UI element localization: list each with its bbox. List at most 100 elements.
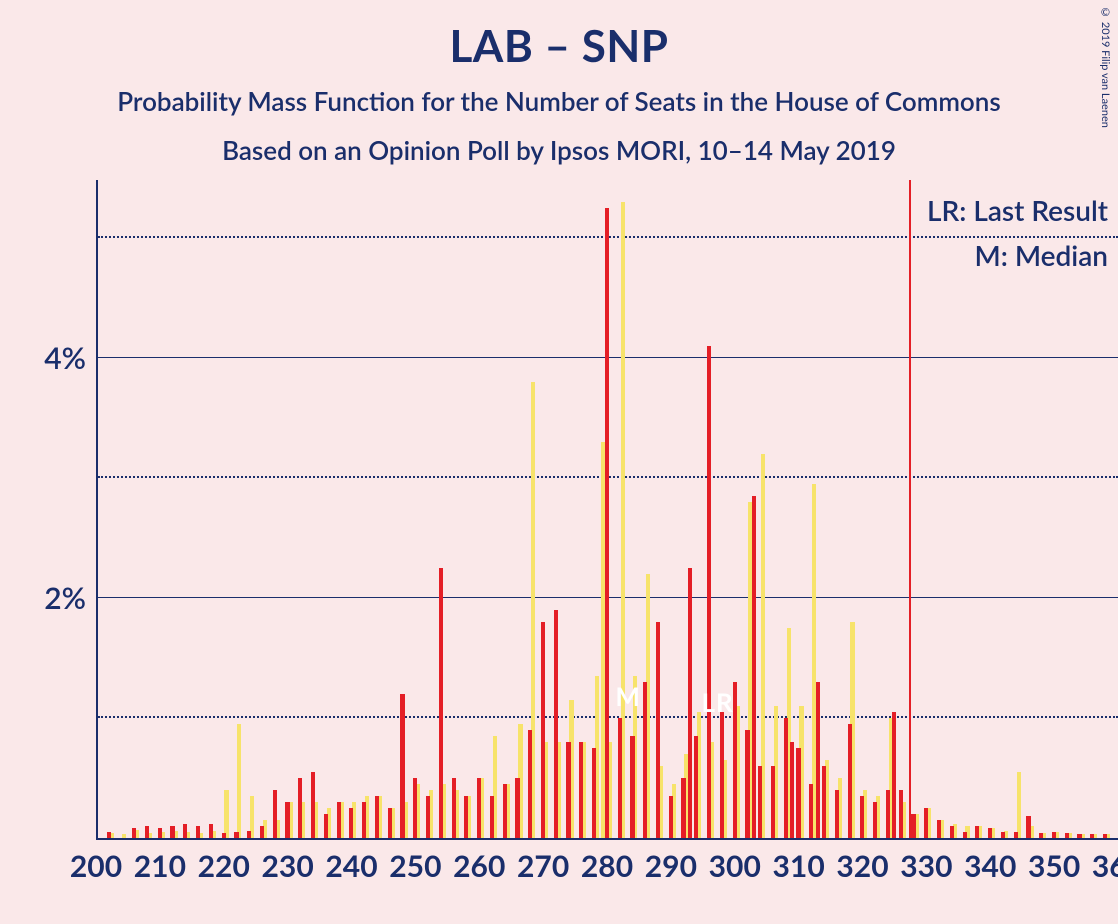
- bar-front: [285, 802, 289, 838]
- bar-front: [515, 778, 519, 838]
- bar-front: [183, 824, 187, 838]
- bar-front: [132, 828, 136, 838]
- copyright-text: © 2019 Filip van Laenen: [1099, 6, 1112, 128]
- bar-front: [452, 778, 456, 838]
- bar-front: [413, 778, 417, 838]
- title-block: LAB – SNP Probability Mass Function for …: [0, 0, 1118, 170]
- bar-front: [298, 778, 302, 838]
- bar-front: [107, 832, 111, 838]
- bar-front: [790, 742, 794, 838]
- bar-front: [234, 832, 238, 838]
- x-tick-label: 270: [517, 848, 569, 884]
- bar-front: [720, 712, 724, 838]
- bar-front: [816, 682, 820, 838]
- x-tick-label: 200: [70, 848, 122, 884]
- bar-front: [490, 796, 494, 838]
- y-tick-label: 4%: [44, 340, 86, 376]
- x-axis-labels: 2002102202302402502602702802903003103203…: [96, 848, 1118, 898]
- bar-back: [224, 790, 228, 838]
- bar-front: [311, 772, 315, 838]
- x-tick-label: 290: [645, 848, 697, 884]
- bar-front: [809, 784, 813, 838]
- bar-front: [899, 790, 903, 838]
- bar-front: [528, 730, 532, 838]
- x-tick-label: 260: [453, 848, 505, 884]
- bar-front: [630, 736, 634, 838]
- bar-front: [1077, 834, 1081, 838]
- bar-front: [975, 826, 979, 838]
- chart-subtitle-line1: Probability Mass Function for the Number…: [0, 82, 1118, 121]
- plot-area: LR: Last Result M: Median 2%4%MLR: [96, 180, 1118, 840]
- x-tick-label: 240: [325, 848, 377, 884]
- bar-front: [745, 730, 749, 838]
- bar-front: [554, 610, 558, 838]
- bar-front: [796, 748, 800, 838]
- median-annotation: M: [615, 680, 641, 712]
- bar-front: [222, 833, 226, 838]
- bar-front: [145, 826, 149, 838]
- bar-front: [1052, 832, 1056, 838]
- bar-front: [963, 832, 967, 838]
- bar-front: [375, 796, 379, 838]
- bar-front: [873, 802, 877, 838]
- x-tick-label: 220: [198, 848, 250, 884]
- bar-front: [758, 766, 762, 838]
- bars: [98, 180, 1118, 838]
- bar-front: [1090, 834, 1094, 838]
- bar-front: [1026, 816, 1030, 838]
- bar-front: [771, 766, 775, 838]
- bar-front: [541, 622, 545, 838]
- x-tick-label: 340: [964, 848, 1016, 884]
- bar-front: [362, 802, 366, 838]
- x-tick-label: 330: [900, 848, 952, 884]
- bar-front: [1103, 834, 1107, 838]
- bar-front: [337, 802, 341, 838]
- bar-front: [400, 694, 404, 838]
- bar-front: [349, 808, 353, 838]
- x-tick-label: 320: [836, 848, 888, 884]
- bar-front: [1014, 832, 1018, 838]
- x-tick-label: 280: [581, 848, 633, 884]
- x-tick-label: 210: [134, 848, 186, 884]
- bar-front: [937, 820, 941, 838]
- bar-front: [605, 208, 609, 838]
- bar-front: [209, 824, 213, 838]
- x-tick-label: 360: [1092, 848, 1118, 884]
- bar-front: [822, 766, 826, 838]
- bar-front: [860, 796, 864, 838]
- bar-front: [707, 346, 711, 838]
- bar-front: [618, 718, 622, 838]
- bar-front: [388, 808, 392, 838]
- bar-front: [911, 814, 915, 838]
- bar-front: [924, 808, 928, 838]
- bar-front: [439, 568, 443, 838]
- bar-front: [426, 796, 430, 838]
- bar-front: [752, 496, 756, 838]
- bar-front: [196, 826, 200, 838]
- chart-subtitle-line2: Based on an Opinion Poll by Ipsos MORI, …: [0, 131, 1118, 170]
- bar-front: [260, 826, 264, 838]
- bar-front: [566, 742, 570, 838]
- bar-front: [643, 682, 647, 838]
- bar-front: [464, 796, 468, 838]
- bar-front: [1065, 833, 1069, 838]
- bar-front: [694, 736, 698, 838]
- bar-front: [784, 718, 788, 838]
- bar-front: [681, 778, 685, 838]
- chart-title: LAB – SNP: [0, 20, 1118, 72]
- bar-front: [886, 790, 890, 838]
- bar-front: [656, 622, 660, 838]
- x-tick-label: 300: [709, 848, 761, 884]
- bar-front: [1001, 832, 1005, 838]
- chart-inner: LR: Last Result M: Median 2%4%MLR: [96, 180, 1118, 840]
- bar-front: [579, 742, 583, 838]
- bar-front: [835, 790, 839, 838]
- bar-front: [592, 748, 596, 838]
- y-tick-label: 2%: [44, 580, 86, 616]
- x-tick-label: 350: [1028, 848, 1080, 884]
- x-tick-label: 310: [773, 848, 825, 884]
- bar-front: [892, 712, 896, 838]
- bar-front: [273, 790, 277, 838]
- bar-front: [669, 796, 673, 838]
- bar-back: [122, 834, 126, 838]
